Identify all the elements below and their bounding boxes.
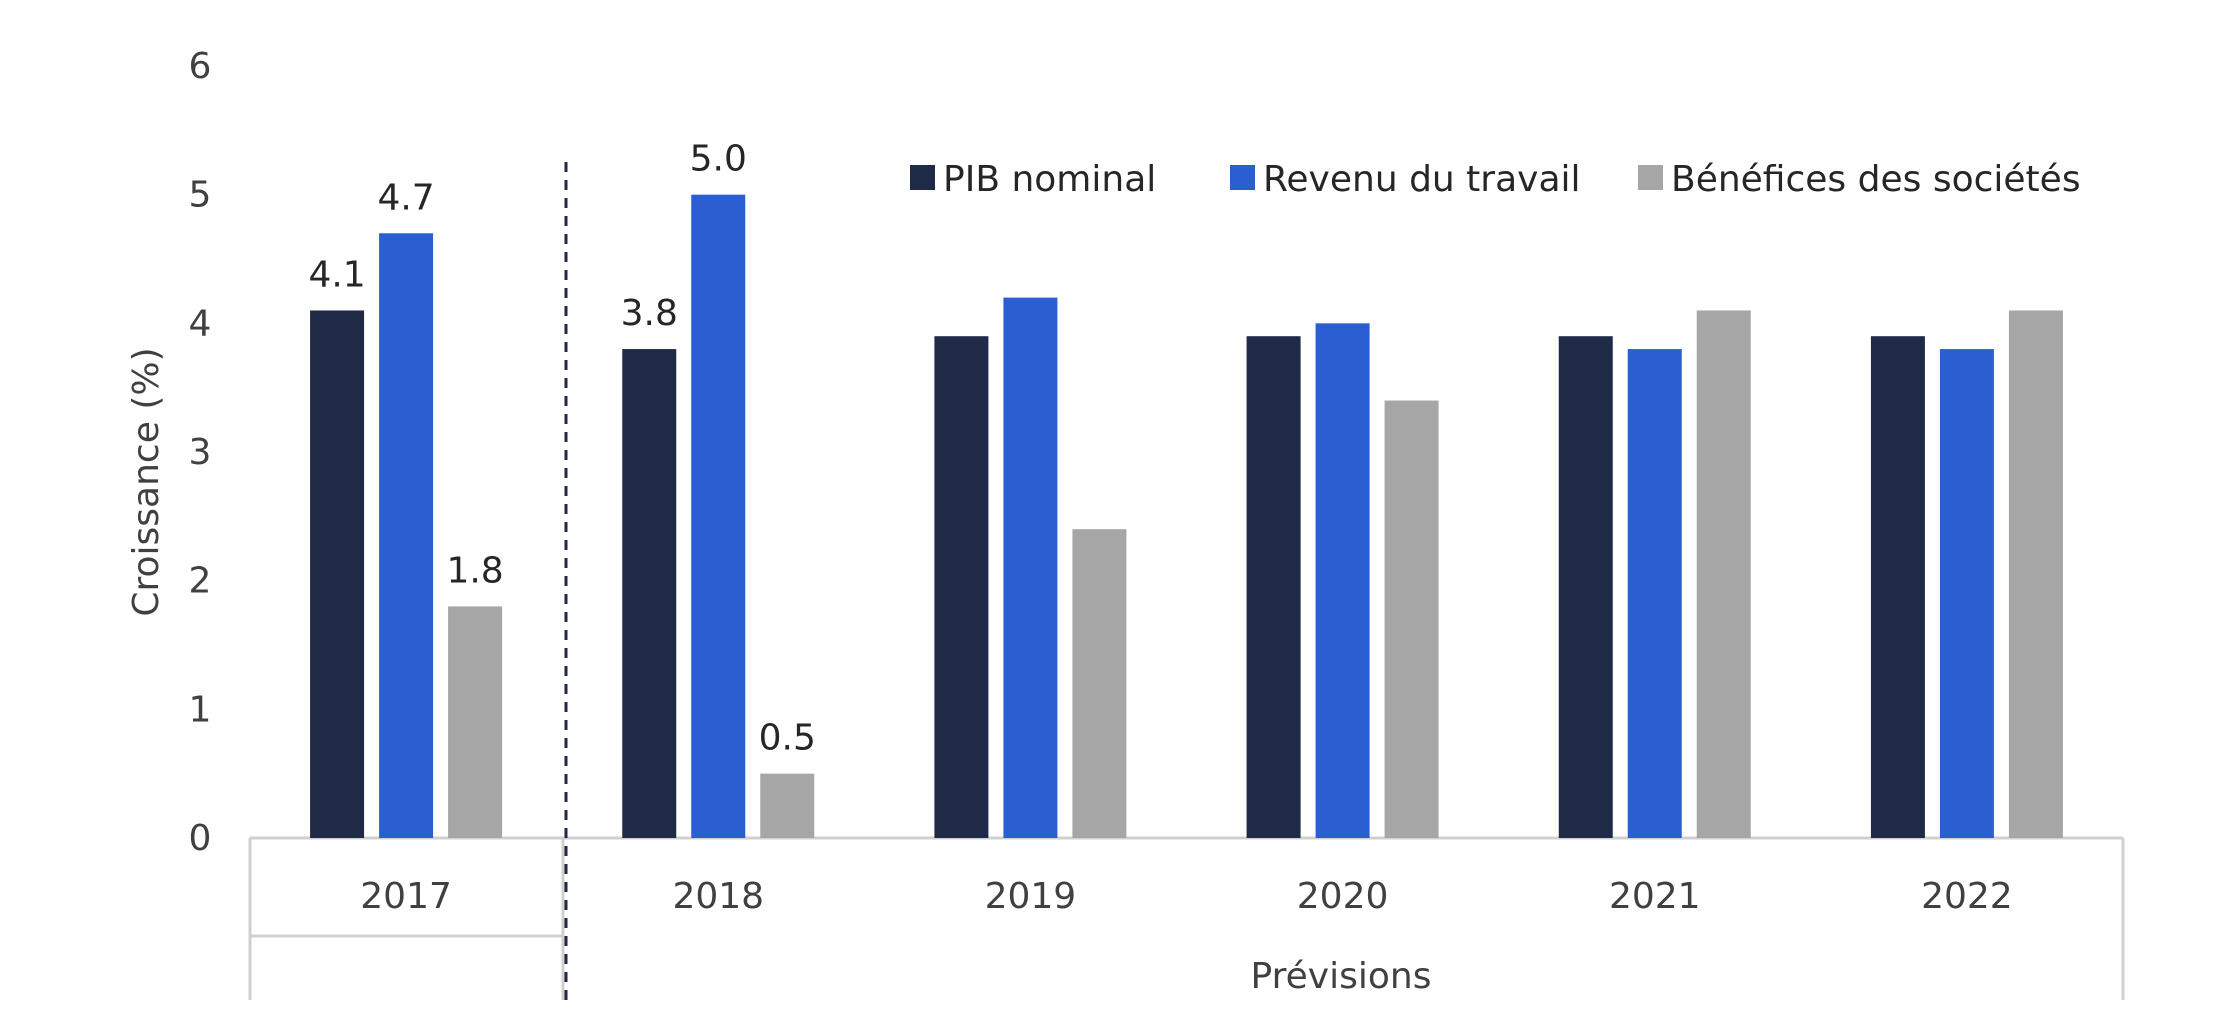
data-label: 0.5	[759, 718, 816, 759]
data-label: 4.7	[377, 177, 434, 218]
legend-item: Bénéfices des sociétés	[1638, 159, 2081, 200]
y-tick-label: 4	[189, 303, 212, 344]
bar	[1627, 349, 1682, 838]
legend-label: Bénéfices des sociétés	[1671, 159, 2081, 200]
legend-swatch	[910, 165, 935, 190]
legend-label: Revenu du travail	[1263, 159, 1581, 200]
forecast-group-label: Prévisions	[1251, 956, 1432, 997]
y-tick-label: 3	[189, 432, 212, 473]
data-labels: 4.1 4.7 1.8 3.8 5.0 0.5	[308, 139, 815, 759]
bar	[310, 310, 365, 838]
data-label: 3.8	[621, 293, 678, 334]
bar	[1939, 349, 1994, 838]
bar	[622, 349, 677, 838]
legend-swatch	[1230, 165, 1255, 190]
x-tick-label: 2018	[672, 876, 764, 917]
y-tick-label: 2	[189, 561, 212, 602]
x-tick-label: 2020	[1297, 876, 1389, 917]
bar	[760, 773, 815, 838]
x-tick-label: 2019	[985, 876, 1077, 917]
legend: PIB nominal Revenu du travail Bénéfices de…	[910, 159, 2081, 200]
bar	[1558, 336, 1613, 838]
data-label: 5.0	[690, 139, 747, 180]
bar	[1384, 400, 1439, 838]
y-axis-title: Croissance (%)	[126, 347, 167, 616]
x-tick-label: 2022	[1921, 876, 2013, 917]
y-tick-label: 0	[189, 818, 212, 859]
data-label: 4.1	[308, 254, 365, 295]
legend-swatch	[1638, 165, 1663, 190]
x-tick-label: 2021	[1609, 876, 1701, 917]
legend-item: PIB nominal	[910, 159, 1156, 200]
y-axis-ticks: 0 1 2 3 4 5 6	[189, 46, 212, 859]
bar	[448, 606, 503, 838]
y-tick-label: 1	[189, 689, 212, 730]
bar	[1315, 323, 1370, 838]
bar	[1072, 529, 1127, 838]
category-axis-frame	[248, 162, 2125, 1000]
bars	[310, 194, 2063, 839]
legend-item: Revenu du travail	[1230, 159, 1581, 200]
bar	[934, 336, 989, 838]
bar	[1003, 297, 1058, 839]
x-tick-label: 2017	[360, 876, 452, 917]
y-tick-label: 6	[189, 46, 212, 87]
legend-label: PIB nominal	[943, 159, 1156, 200]
bar	[1870, 336, 1925, 838]
bar	[379, 233, 434, 838]
data-label: 1.8	[446, 550, 503, 591]
bar	[1246, 336, 1301, 838]
bar	[2008, 310, 2063, 838]
x-axis-labels: 2017 2018 2019 2020 2021 2022	[360, 876, 2012, 917]
bar	[1696, 310, 1751, 838]
y-tick-label: 5	[189, 175, 212, 216]
bar	[691, 194, 746, 838]
